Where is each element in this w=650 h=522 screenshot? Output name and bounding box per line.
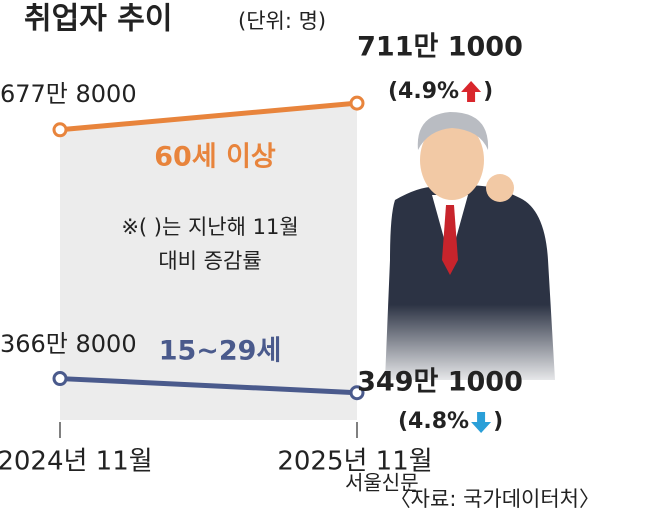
chart-title: 취업자 추이 (24, 2, 172, 37)
data-point (52, 371, 68, 387)
source: 〈자료: 국가데이터처〉 (390, 487, 600, 511)
x-tick-label: 2024년 11월 (0, 447, 153, 477)
data-point (52, 122, 68, 138)
change-label: ) (493, 409, 503, 434)
shaded-area (60, 103, 357, 421)
series-line (59, 376, 358, 396)
series-line (59, 100, 358, 133)
data-label: 711만 1000 (357, 32, 523, 63)
change-arrow (471, 412, 492, 433)
data-point (349, 385, 365, 401)
data-label: 349만 1000 (357, 367, 523, 398)
unit-label: (단위: 명) (238, 9, 326, 33)
x-tick-label: 2025년 11월 (277, 447, 432, 477)
note: 대비 증감률 (158, 249, 261, 273)
change-label: (4.9% (388, 79, 459, 104)
series-name: 60세 이상 (154, 142, 276, 173)
change-label: ) (483, 79, 493, 104)
data-point (349, 95, 365, 111)
data-label: 677만 8000 (0, 80, 137, 108)
change-arrow (461, 81, 482, 102)
data-label: 366만 8000 (0, 330, 137, 358)
series-name: 15~29세 (159, 336, 282, 367)
note: ※( )는 지난해 11월 (121, 215, 298, 239)
change-label: (4.8% (398, 409, 469, 434)
illustration (380, 112, 580, 390)
watermark: 서울신문 (345, 471, 419, 495)
